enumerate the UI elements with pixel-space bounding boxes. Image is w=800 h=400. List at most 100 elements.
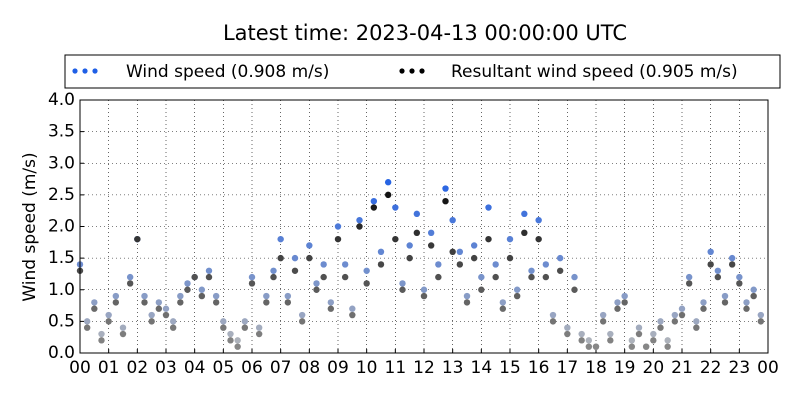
point bbox=[635, 324, 643, 331]
point bbox=[198, 286, 206, 293]
point bbox=[542, 261, 550, 268]
x-tick-label: 01 bbox=[98, 358, 120, 378]
point bbox=[234, 343, 241, 350]
point bbox=[714, 267, 722, 274]
point bbox=[635, 330, 643, 338]
point bbox=[714, 273, 722, 281]
point bbox=[420, 286, 428, 293]
point bbox=[349, 305, 356, 312]
point bbox=[671, 318, 679, 325]
point bbox=[212, 299, 220, 306]
x-tick-label: 19 bbox=[614, 358, 636, 378]
point bbox=[298, 318, 306, 325]
point bbox=[757, 318, 765, 325]
x-tick-label: 11 bbox=[385, 358, 407, 378]
point bbox=[736, 273, 743, 281]
point bbox=[241, 324, 249, 331]
point bbox=[399, 286, 406, 293]
point bbox=[141, 299, 148, 306]
y-tick-label: 0.0 bbox=[48, 343, 75, 363]
point bbox=[105, 318, 112, 325]
point bbox=[485, 235, 492, 243]
point bbox=[585, 337, 593, 344]
point bbox=[470, 242, 478, 249]
point bbox=[126, 280, 134, 287]
x-tick-label: 20 bbox=[643, 358, 665, 378]
point bbox=[220, 318, 227, 325]
legend-marker bbox=[72, 68, 78, 74]
x-tick-label: 02 bbox=[127, 358, 149, 378]
point bbox=[528, 267, 535, 274]
point bbox=[442, 198, 449, 205]
point bbox=[306, 242, 313, 249]
point bbox=[427, 242, 435, 249]
y-tick-label: 1.0 bbox=[48, 280, 75, 300]
point bbox=[628, 337, 636, 344]
point bbox=[650, 330, 657, 338]
point bbox=[478, 273, 485, 281]
point bbox=[700, 299, 707, 306]
x-tick-label: 04 bbox=[184, 358, 206, 378]
x-tick-label: 16 bbox=[528, 358, 550, 378]
point bbox=[657, 324, 664, 331]
point bbox=[327, 299, 335, 306]
point bbox=[549, 311, 557, 319]
point bbox=[571, 273, 578, 281]
point bbox=[585, 343, 593, 350]
point bbox=[743, 299, 750, 306]
point bbox=[277, 235, 284, 243]
point bbox=[392, 204, 399, 211]
x-tick-label: 05 bbox=[213, 358, 235, 378]
point bbox=[83, 318, 91, 325]
point bbox=[621, 292, 628, 300]
point bbox=[384, 191, 392, 199]
point bbox=[284, 299, 292, 306]
x-tick-label: 22 bbox=[700, 358, 722, 378]
point bbox=[535, 216, 542, 224]
point bbox=[191, 273, 198, 281]
point bbox=[578, 337, 585, 344]
point bbox=[700, 305, 707, 312]
y-tick-label: 3.0 bbox=[48, 153, 75, 173]
point bbox=[248, 273, 256, 281]
point bbox=[184, 286, 191, 293]
point bbox=[693, 324, 700, 331]
point bbox=[671, 311, 679, 319]
x-tick-label: 09 bbox=[327, 358, 349, 378]
y-tick-label: 1.5 bbox=[48, 248, 75, 268]
legend-marker bbox=[399, 68, 405, 74]
point bbox=[478, 286, 485, 293]
point bbox=[370, 204, 378, 211]
point bbox=[678, 305, 686, 312]
point bbox=[449, 248, 456, 255]
point bbox=[284, 292, 292, 300]
point bbox=[556, 254, 564, 262]
point bbox=[757, 311, 765, 319]
point bbox=[506, 235, 514, 243]
point bbox=[291, 267, 299, 274]
point bbox=[592, 343, 600, 350]
point bbox=[406, 242, 413, 249]
point bbox=[298, 311, 306, 319]
legend-label: Wind speed (0.908 m/s) bbox=[126, 62, 329, 82]
point bbox=[571, 286, 578, 293]
point bbox=[313, 286, 320, 293]
point bbox=[162, 305, 170, 312]
x-tick-label: 00 bbox=[69, 358, 91, 378]
point bbox=[463, 299, 471, 306]
point bbox=[320, 273, 327, 281]
point bbox=[177, 299, 184, 306]
point bbox=[134, 235, 141, 243]
point bbox=[499, 299, 507, 306]
point bbox=[413, 210, 421, 218]
point bbox=[549, 318, 557, 325]
x-tick-label: 08 bbox=[299, 358, 321, 378]
point bbox=[513, 286, 521, 293]
point bbox=[205, 273, 213, 281]
point bbox=[578, 330, 585, 338]
point bbox=[650, 337, 657, 344]
x-tick-label: 00 bbox=[757, 358, 779, 378]
point bbox=[521, 229, 528, 237]
point bbox=[721, 299, 729, 306]
